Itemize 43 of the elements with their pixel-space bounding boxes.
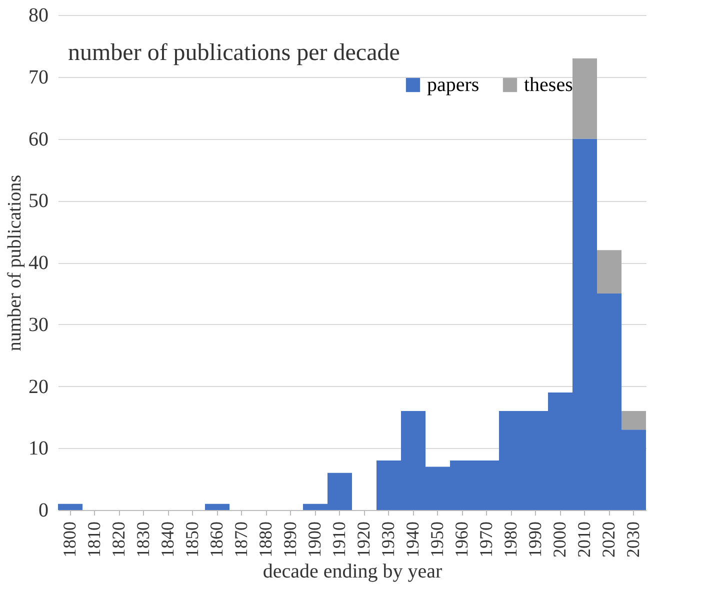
x-tick-label: 1820 bbox=[108, 522, 128, 558]
y-tick-label: 50 bbox=[28, 190, 48, 212]
x-tick-label: 1920 bbox=[353, 522, 374, 558]
legend-label: papers bbox=[427, 74, 480, 96]
y-tick-label: 30 bbox=[28, 314, 48, 336]
y-tick-label: 80 bbox=[28, 4, 48, 26]
x-axis-title: decade ending by year bbox=[262, 560, 443, 582]
y-tick-label: 20 bbox=[28, 376, 48, 398]
y-axis-title: number of publications bbox=[4, 174, 26, 352]
bar bbox=[622, 411, 646, 430]
x-tick-label: 2010 bbox=[574, 522, 594, 558]
x-tick-label: 2030 bbox=[622, 522, 643, 558]
y-tick-label: 60 bbox=[28, 128, 48, 150]
x-tick-label: 1990 bbox=[524, 522, 545, 558]
bar bbox=[572, 58, 597, 139]
y-tick-label: 0 bbox=[38, 500, 48, 522]
x-tick-label: 1970 bbox=[476, 522, 496, 558]
x-tick-label: 1880 bbox=[255, 522, 276, 558]
x-tick-label: 2020 bbox=[598, 522, 618, 558]
x-tick-label: 1890 bbox=[280, 522, 300, 558]
x-tick-label: 1840 bbox=[157, 522, 178, 558]
x-tick-label: 1870 bbox=[230, 522, 251, 558]
x-tick-label: 1860 bbox=[206, 522, 226, 558]
x-tick-label: 1800 bbox=[59, 522, 80, 558]
x-tick-label: 1950 bbox=[426, 522, 447, 558]
x-tick-label: 1960 bbox=[451, 522, 472, 558]
x-tick-label: 1930 bbox=[378, 522, 398, 558]
x-tick-label: 1980 bbox=[500, 522, 520, 558]
y-tick-label: 70 bbox=[28, 66, 48, 88]
text: number of publications per decade bbox=[68, 40, 400, 66]
x-tick-label: 1910 bbox=[328, 522, 349, 558]
x-tick-label: 2000 bbox=[549, 522, 570, 558]
bar bbox=[205, 504, 230, 510]
x-tick-label: 1900 bbox=[304, 522, 324, 558]
x-tick-label: 1940 bbox=[402, 522, 422, 558]
y-tick-label: 40 bbox=[28, 252, 48, 274]
legend-label: theses bbox=[524, 74, 574, 96]
bar bbox=[597, 250, 622, 294]
x-tick-label: 1850 bbox=[182, 522, 202, 558]
x-tick-label: 1810 bbox=[84, 522, 104, 558]
bar bbox=[58, 504, 82, 510]
y-tick-label: 10 bbox=[28, 438, 48, 460]
x-tick-label: 1830 bbox=[132, 522, 153, 558]
